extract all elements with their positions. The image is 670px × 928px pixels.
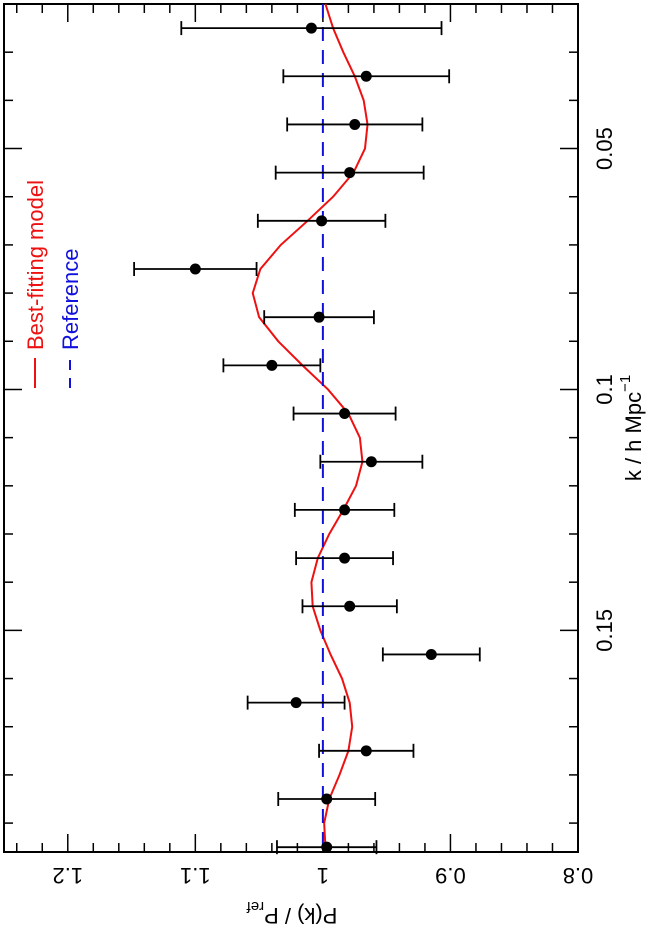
data-point [360,745,372,757]
x-axis-tick-labels: 0.05 0.1 0.15 [592,127,617,652]
x-axis-label-text: k / h Mpc [621,392,646,481]
y-tick-label: 1 [317,863,329,888]
y-axis-ticks [16,4,579,852]
data-point [189,263,201,275]
y-tick-label: 1.2 [52,863,83,888]
y-axis-tick-labels: 0.8 0.9 1 1.1 1.2 [52,863,593,888]
x-axis-label: k / h Mpc−1 [617,375,646,481]
data-point [321,841,333,853]
legend: Best-fitting model Reference [23,180,83,388]
y-axis-label-subscript: ref [246,898,264,915]
y-tick-label: 0.9 [435,863,466,888]
data-point [290,697,302,709]
data-point [313,311,325,323]
x-axis-ticks [4,3,578,824]
data-point [344,600,356,612]
x-tick-label: 0.05 [592,127,617,170]
series-lines [251,3,369,852]
data-points [133,21,481,855]
data-point [344,167,356,179]
plot-frame [3,3,579,853]
legend-label-reference: Reference [58,248,83,350]
data-point [305,22,317,34]
data-point [321,793,333,805]
y-tick-label: 0.8 [563,863,594,888]
data-point [266,359,278,371]
data-point [316,215,328,227]
legend-label-model: Best-fitting model [23,180,48,350]
data-point [339,504,351,516]
data-point [349,118,361,130]
model-curve [251,3,369,848]
data-point [339,408,351,420]
data-point [365,456,377,468]
data-point [360,70,372,82]
x-tick-label: 0.15 [592,609,617,652]
data-point [339,552,351,564]
y-axis-label: P(k) / Pref [246,898,338,928]
data-point [425,648,437,660]
x-axis-label-superscript: −1 [617,375,634,392]
x-tick-label: 0.1 [592,374,617,405]
y-tick-label: 1.1 [180,863,211,888]
y-axis-label-text: P(k) / P [264,903,337,928]
